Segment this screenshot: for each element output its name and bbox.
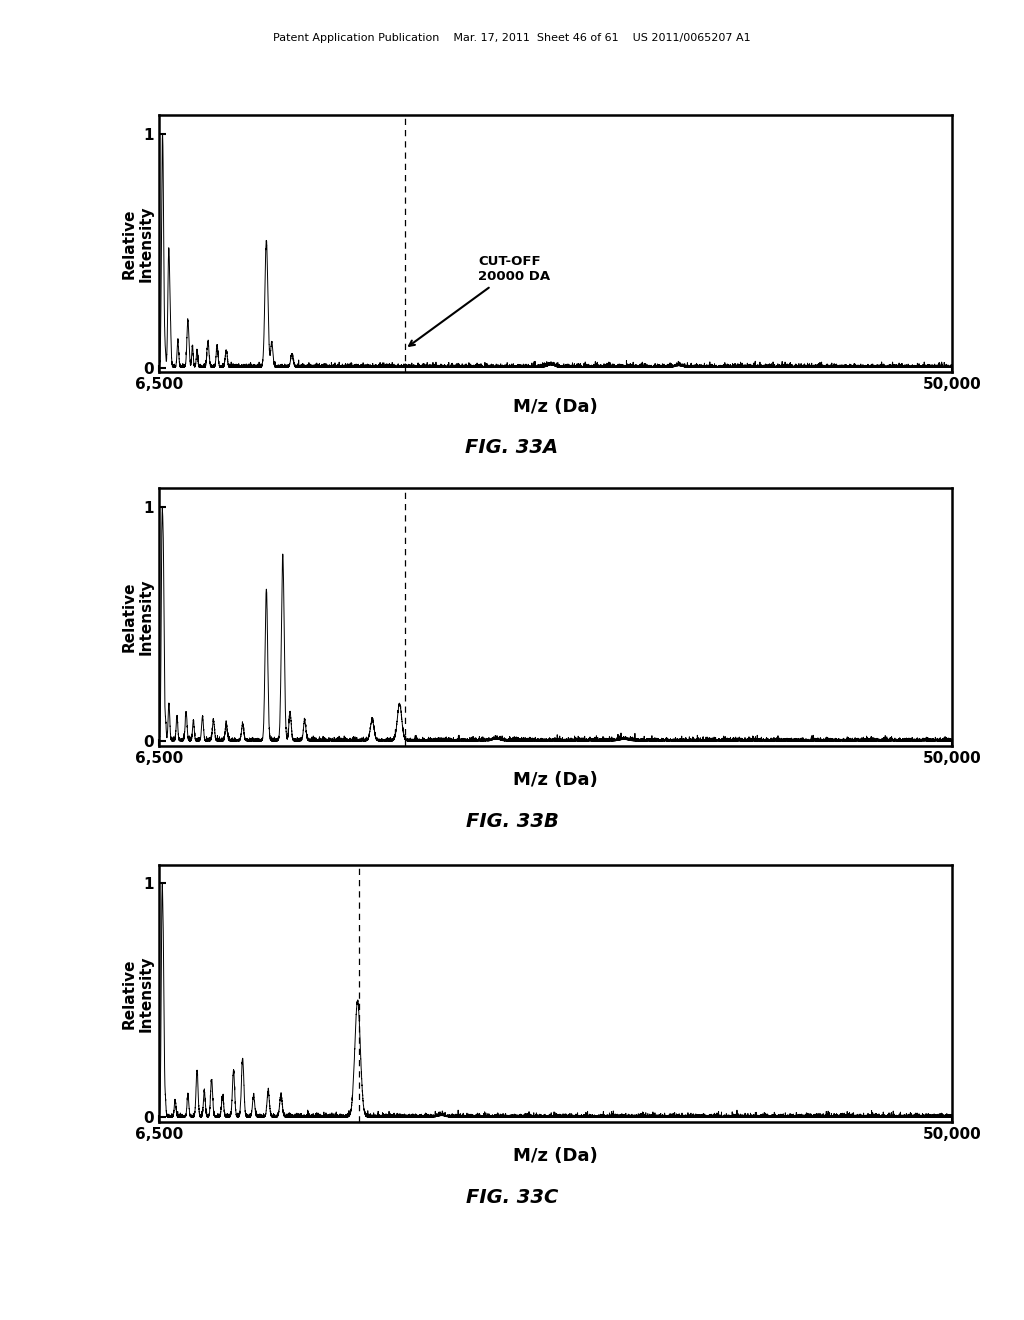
X-axis label: M/z (Da): M/z (Da) xyxy=(513,771,598,789)
X-axis label: M/z (Da): M/z (Da) xyxy=(513,1147,598,1166)
Y-axis label: Relative
Intensity: Relative Intensity xyxy=(122,578,154,656)
Text: Patent Application Publication    Mar. 17, 2011  Sheet 46 of 61    US 2011/00652: Patent Application Publication Mar. 17, … xyxy=(273,33,751,44)
Text: FIG. 33C: FIG. 33C xyxy=(466,1188,558,1206)
Y-axis label: Relative
Intensity: Relative Intensity xyxy=(122,954,154,1032)
Text: FIG. 33A: FIG. 33A xyxy=(466,438,558,457)
Text: FIG. 33B: FIG. 33B xyxy=(466,812,558,830)
X-axis label: M/z (Da): M/z (Da) xyxy=(513,397,598,416)
Y-axis label: Relative
Intensity: Relative Intensity xyxy=(122,205,154,282)
Text: CUT-OFF
20000 DA: CUT-OFF 20000 DA xyxy=(410,255,550,346)
